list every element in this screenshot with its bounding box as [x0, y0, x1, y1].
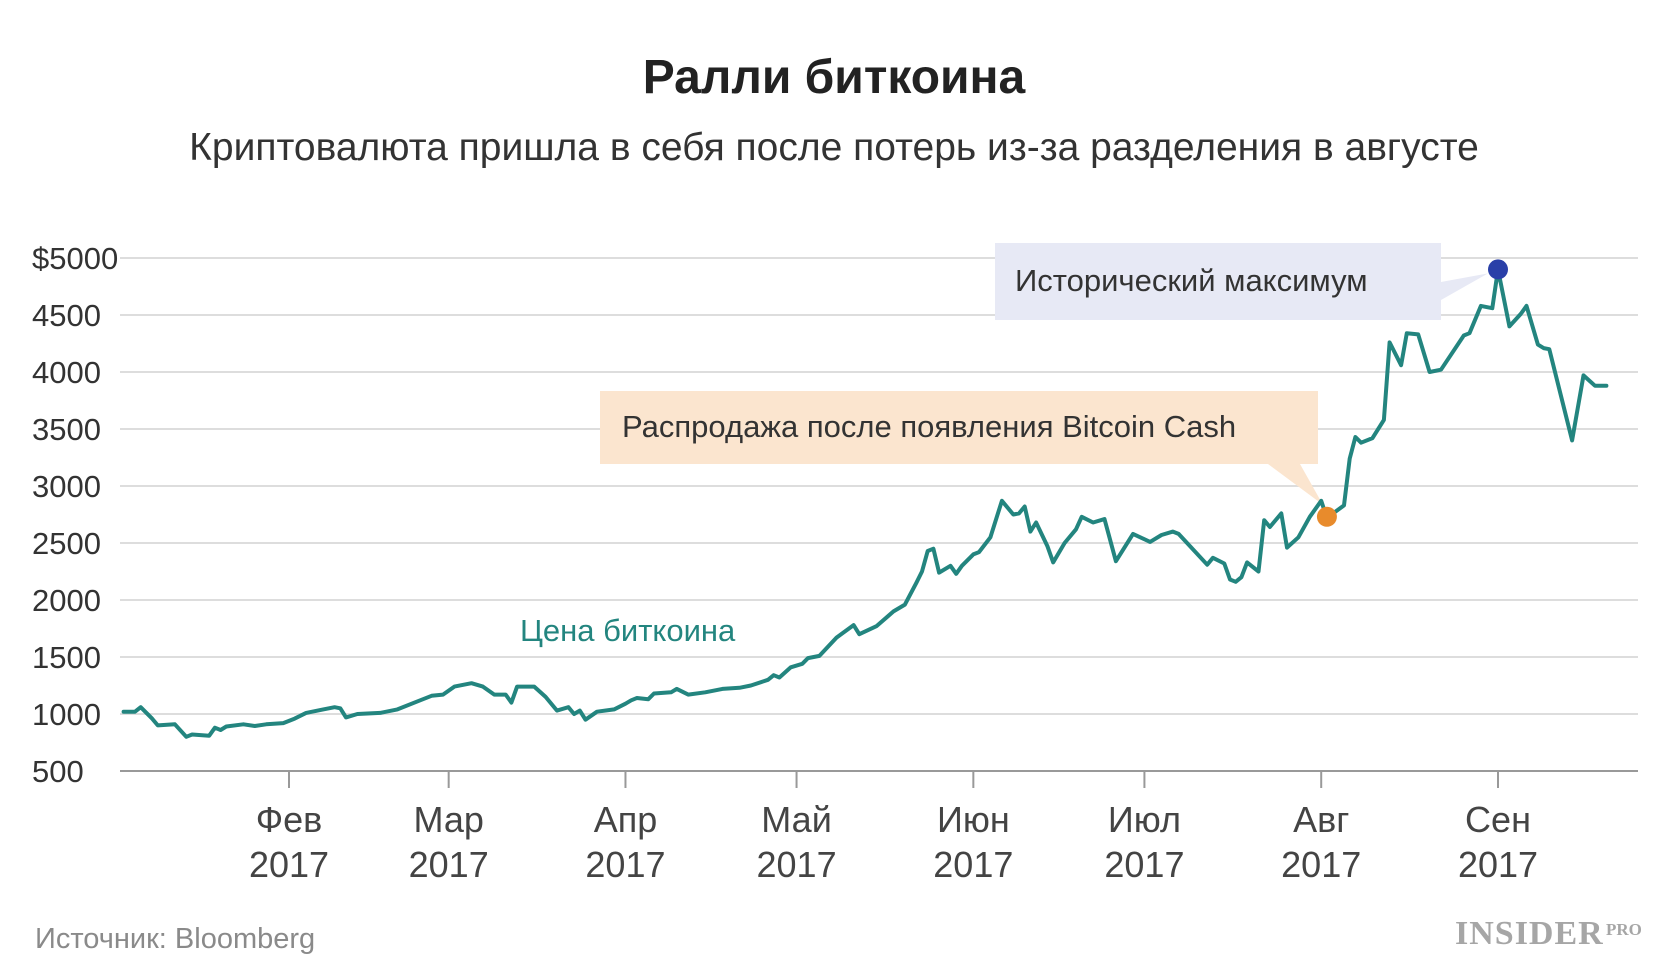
x-tick-month-label: Сен: [1465, 799, 1531, 840]
peak-callout-pointer: [1441, 273, 1488, 300]
price-series-line: [121, 267, 1609, 739]
y-tick-label: 4000: [32, 355, 101, 390]
peak-callout-text: Исторический максимум: [1015, 263, 1368, 298]
y-axis-ticks: 500 1000 1500 2000 2500 3000 3500 4000 4500 $5000: [32, 241, 118, 789]
gridlines: [120, 257, 1638, 715]
split-callout-pointer: [1268, 464, 1323, 505]
y-tick-label: 3500: [32, 412, 101, 447]
insider-logo-pro: PRO: [1606, 920, 1642, 939]
peak-callout-box: [995, 243, 1441, 320]
x-tick-year-label: 2017: [933, 844, 1013, 885]
x-tick-month-label: Май: [761, 799, 832, 840]
peak-marker: [1488, 259, 1508, 280]
split-callout-box: [600, 391, 1318, 464]
y-tick-label: 2000: [32, 583, 101, 618]
series-label: Цена биткоина: [520, 613, 736, 648]
x-tick-year-label: 2017: [1281, 844, 1361, 885]
chart-title: Ралли биткоина: [642, 51, 1026, 104]
x-tick-year-label: 2017: [1458, 844, 1538, 885]
source-note: Источник: Bloomberg: [35, 923, 316, 955]
x-tick-month-label: Мар: [413, 799, 483, 840]
y-tick-label: 500: [32, 754, 84, 789]
insider-logo: INSIDER: [1455, 915, 1604, 952]
annotations: Исторический максимум Распродажа после по…: [600, 243, 1488, 505]
split-callout-text: Распродажа после появления Bitcoin Cash: [622, 409, 1236, 444]
x-tick-month-label: Июн: [937, 799, 1010, 840]
y-tick-label: 3000: [32, 469, 101, 504]
y-tick-label: 2500: [32, 526, 101, 561]
x-tick-month-label: Июл: [1108, 799, 1181, 840]
x-tick-year-label: 2017: [757, 844, 837, 885]
x-tick-month-label: Фев: [256, 799, 323, 840]
x-tick-year-label: 2017: [409, 844, 489, 885]
y-tick-label: 4500: [32, 298, 101, 333]
x-tick-year-label: 2017: [249, 844, 329, 885]
y-tick-label: 1000: [32, 697, 101, 732]
chart-subtitle: Криптовалюта пришла в себя после потерь …: [189, 126, 1479, 169]
x-tick-month-label: Авг: [1293, 799, 1349, 840]
series: Цена биткоина: [121, 267, 1609, 739]
x-tick-year-label: 2017: [1104, 844, 1184, 885]
y-tick-label: 1500: [32, 640, 101, 675]
split-marker: [1316, 506, 1337, 527]
x-axis: Фев2017Мар2017Апр2017Май2017Июн2017Июл20…: [120, 770, 1638, 885]
y-tick-label: $5000: [32, 241, 118, 276]
x-tick-year-label: 2017: [585, 844, 665, 885]
markers: [1316, 259, 1508, 527]
x-tick-month-label: Апр: [594, 799, 658, 840]
